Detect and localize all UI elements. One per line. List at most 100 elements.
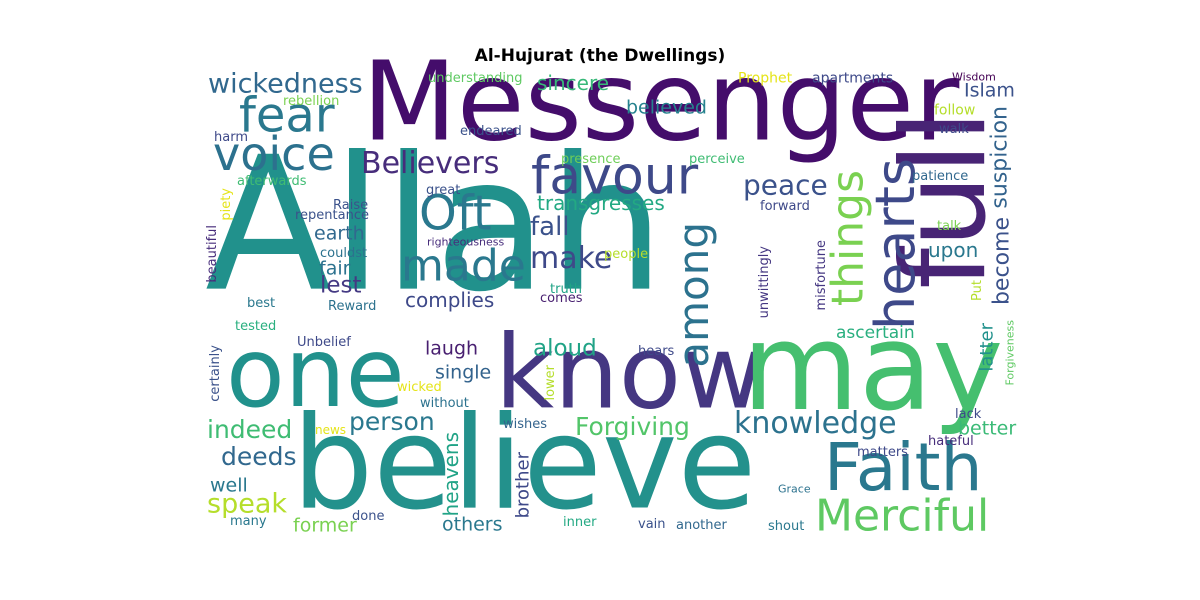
word-patience: patience [912, 169, 968, 184]
word-laugh: laugh [425, 337, 478, 359]
word-vain: vain [638, 517, 666, 532]
word-speak: speak [207, 489, 287, 520]
word-may: may [742, 299, 1003, 438]
word-voice: voice [213, 127, 335, 181]
word-complies: complies [405, 288, 494, 312]
word-hateful: hateful [928, 434, 974, 449]
word-apartments: apartments [812, 71, 893, 87]
word-earth: earth [314, 222, 365, 244]
word-better: better [958, 417, 1016, 439]
word-another: another [676, 518, 727, 533]
word-messenger: Messenger [362, 38, 960, 166]
word-one: one [226, 317, 405, 429]
word-sincere: sincere [537, 71, 609, 95]
word-faith: Faith [824, 429, 982, 506]
word-comes: comes [540, 291, 583, 306]
word-oft: Oft [419, 185, 492, 241]
word-wickedness: wickedness [208, 69, 363, 100]
word-perceive: perceive [689, 152, 745, 167]
word-lack: lack [955, 407, 982, 422]
word-heavens: heavens [439, 432, 463, 516]
word-truth: truth [550, 282, 582, 297]
word-inner: inner [563, 515, 597, 530]
word-without: without [420, 396, 469, 411]
word-wicked: wicked [397, 380, 442, 395]
word-become: become [990, 217, 1015, 305]
word-deeds: deeds [221, 442, 297, 471]
word-great: great [426, 183, 460, 198]
word-brother: brother [513, 451, 534, 518]
word-misfortune: misfortune [814, 240, 829, 311]
word-rebellion: rebellion [283, 94, 339, 109]
word-repentance: repentance [295, 208, 369, 223]
word-matters: matters [857, 445, 908, 460]
word-well: well [210, 474, 248, 496]
word-follow: follow [934, 103, 975, 119]
word-things: things [822, 170, 873, 306]
word-aloud: aloud [533, 335, 597, 361]
word-fall: fall [530, 212, 570, 242]
word-lower: lower [543, 364, 558, 400]
word-made: made [401, 240, 526, 291]
word-piety: piety [219, 188, 234, 221]
word-done: done [352, 509, 384, 524]
word-ascertain: ascertain [836, 323, 915, 343]
word-peace: peace [743, 168, 828, 201]
word-endeared: endeared [460, 124, 522, 139]
word-beautiful: beautiful [205, 225, 220, 283]
word-walk: walk [939, 122, 969, 137]
word-wishes: wishes [503, 417, 547, 432]
word-understanding: understanding [428, 71, 523, 86]
word-believe: believe [292, 389, 756, 538]
word-forgiving: Forgiving [575, 412, 690, 441]
word-merciful: Merciful [815, 490, 989, 541]
word-person: person [349, 407, 435, 436]
word-allah: Allah [205, 117, 665, 333]
word-knowledge: knowledge [734, 406, 897, 441]
word-best: best [247, 296, 275, 311]
word-raise: Raise [333, 198, 368, 213]
word-talk: talk [937, 219, 962, 234]
word-people: people [604, 247, 648, 262]
word-islam: Islam [964, 79, 1015, 101]
word-hears: hears [638, 344, 675, 359]
word-believers: Believers [361, 146, 499, 181]
word-suspicion: suspicion [988, 106, 1013, 209]
word-forgiveness: Forgiveness [1003, 320, 1016, 386]
word-hearts: hearts [864, 158, 927, 330]
word-latter: latter [977, 322, 998, 371]
word-unwittingly: unwittingly [757, 246, 772, 319]
word-shout: shout [768, 519, 804, 534]
word-many: many [230, 514, 267, 529]
word-believed: believed [626, 96, 707, 118]
word-among: among [669, 222, 718, 368]
word-transgresses: transgresses [537, 191, 665, 215]
word-presence: presence [561, 152, 620, 167]
word-lest: lest [320, 272, 362, 298]
word-forward: forward [760, 199, 810, 214]
word-single: single [435, 361, 491, 383]
word-favour: favour [531, 147, 699, 207]
word-full: full [877, 110, 1012, 289]
word-fair: fair [319, 257, 351, 279]
chart-title: Al-Hujurat (the Dwellings) [474, 46, 726, 66]
word-former: former [293, 514, 357, 536]
word-unbelief: Unbelief [297, 335, 351, 350]
word-couldst: couldst [320, 246, 367, 261]
word-know: know [495, 314, 765, 433]
word-harm: harm [214, 130, 248, 145]
word-tested: tested [235, 319, 276, 334]
word-upon: upon [928, 238, 978, 262]
word-reward: Reward [328, 299, 376, 314]
word-prophet: Prophet [738, 71, 793, 87]
word-grace: Grace [778, 482, 811, 495]
word-make: make [530, 241, 612, 276]
word-righteousness: righteousness [427, 235, 505, 248]
word-others: others [442, 513, 503, 535]
word-fear: fear [239, 87, 335, 143]
word-certainly: certainly [208, 345, 223, 402]
word-put: Put [970, 280, 985, 301]
word-wisdom: Wisdom [952, 70, 996, 83]
word-news: news [315, 423, 346, 437]
